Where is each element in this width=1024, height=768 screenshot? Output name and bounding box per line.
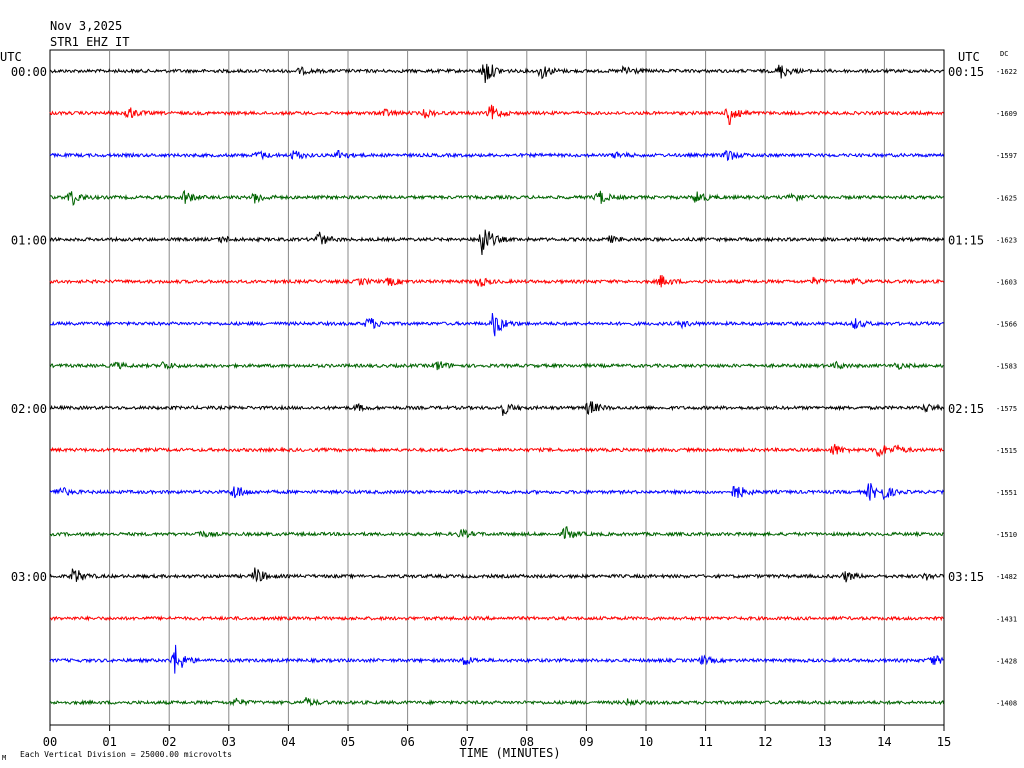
row-dc-value: -1566 [996, 321, 1017, 329]
trace-line [49, 150, 945, 162]
row-time-left: 02:00 [11, 402, 47, 416]
seismic-traces [49, 63, 945, 707]
row-dc-value: -1583 [996, 363, 1017, 371]
left-axis-label: UTC [0, 50, 22, 64]
plot-frame [49, 49, 945, 726]
trace-line [50, 697, 945, 707]
trace-line [49, 526, 944, 540]
trace-line [49, 644, 944, 674]
date-label: Nov 3,2025 [50, 19, 122, 33]
row-dc-value: -1597 [996, 152, 1017, 160]
trace-line [49, 360, 944, 371]
row-time-right: 02:15 [948, 402, 984, 416]
row-dc-value: -1482 [996, 573, 1017, 581]
x-tick-label: 08 [520, 735, 534, 749]
trace-line [49, 615, 944, 622]
x-tick-label: 01 [102, 735, 116, 749]
row-dc-value: -1431 [996, 615, 1017, 623]
row-dc-value: -1623 [996, 236, 1017, 244]
x-tick-label: 15 [937, 735, 951, 749]
row-dc-value: -1622 [996, 68, 1017, 76]
plot-grid [49, 49, 945, 726]
corner-mark: M [2, 754, 6, 762]
trace-line [49, 189, 944, 207]
x-tick-label: 04 [281, 735, 295, 749]
x-axis-ticks: 00 01 02 03 04 05 06 07 08 09 10 11 12 13 14 15 [43, 725, 951, 749]
trace-line [49, 104, 944, 126]
row-time-left: 03:00 [11, 570, 47, 584]
trace-line [49, 274, 944, 288]
x-tick-label: 07 [460, 735, 474, 749]
row-dc-value: -1575 [996, 405, 1017, 413]
trace-line [49, 567, 945, 583]
dc-label: DC [1000, 50, 1008, 58]
trace-line [49, 483, 945, 501]
trace-line [49, 63, 944, 84]
trace-line [49, 229, 945, 256]
row-dc-value: -1551 [996, 489, 1017, 497]
row-dc-value: -1603 [996, 279, 1017, 287]
x-tick-label: 11 [698, 735, 712, 749]
row-time-left: 00:00 [11, 65, 47, 79]
x-tick-label: 10 [639, 735, 653, 749]
row-dc-value: -1408 [996, 700, 1017, 708]
row-time-right: 03:15 [948, 570, 984, 584]
x-tick-label: 03 [222, 735, 236, 749]
row-labels: 00:00 00:15 -1622 -1609 -1597 -1625 01:00 01:15… [11, 65, 1017, 708]
row-time-right: 01:15 [948, 233, 984, 247]
trace-line [49, 443, 944, 458]
row-dc-value: -1625 [996, 194, 1017, 202]
row-dc-value: -1515 [996, 447, 1017, 455]
x-tick-label: 02 [162, 735, 176, 749]
x-tick-label: 09 [579, 735, 593, 749]
row-dc-value: -1428 [996, 657, 1017, 665]
division-note: Each Vertical Division = 25000.00 microv… [20, 750, 232, 759]
trace-line [49, 401, 945, 416]
x-tick-label: 00 [43, 735, 57, 749]
x-tick-label: 05 [341, 735, 355, 749]
station-label: STR1 EHZ IT [50, 35, 129, 49]
x-axis-title: TIME (MINUTES) [459, 746, 560, 760]
x-tick-label: 14 [877, 735, 891, 749]
right-axis-label: UTC [958, 50, 980, 64]
row-time-left: 01:00 [11, 233, 47, 247]
x-tick-label: 12 [758, 735, 772, 749]
x-tick-label: 13 [818, 735, 832, 749]
row-dc-value: -1510 [996, 531, 1017, 539]
row-time-right: 00:15 [948, 65, 984, 79]
row-dc-value: -1609 [996, 110, 1017, 118]
x-tick-label: 06 [400, 735, 414, 749]
trace-line [49, 312, 944, 337]
